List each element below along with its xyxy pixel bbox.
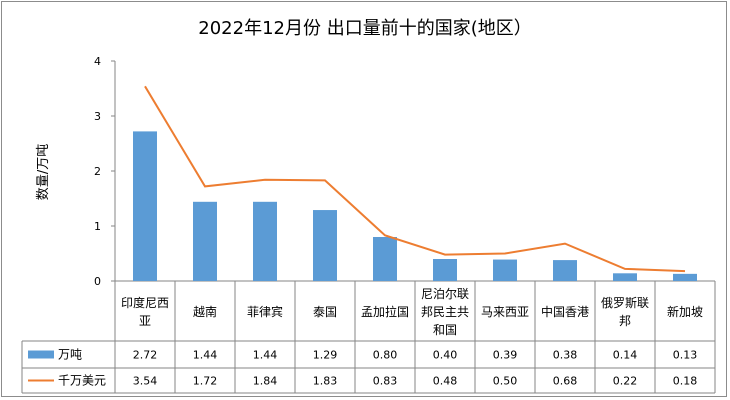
data-table-cell: 0.13 bbox=[673, 349, 698, 362]
bar bbox=[553, 260, 577, 281]
bar bbox=[313, 210, 337, 281]
data-table-cell: 3.54 bbox=[133, 375, 158, 388]
y-tick-label: 4 bbox=[94, 55, 101, 68]
data-table-cell: 2.72 bbox=[133, 349, 158, 362]
data-table-cell: 0.39 bbox=[493, 349, 518, 362]
data-table-cell: 1.44 bbox=[253, 349, 278, 362]
data-table-cell: 1.72 bbox=[193, 375, 218, 388]
y-tick-label: 0 bbox=[94, 275, 101, 288]
bar bbox=[133, 131, 157, 281]
bar bbox=[493, 259, 517, 281]
bar bbox=[673, 273, 697, 281]
category-label: 亚 bbox=[139, 314, 151, 328]
data-table-cell: 0.22 bbox=[613, 375, 638, 388]
legend-label: 万吨 bbox=[58, 348, 82, 362]
category-label: 中国香港 bbox=[541, 304, 589, 319]
data-table-cell: 0.18 bbox=[673, 375, 698, 388]
data-table-cell: 0.68 bbox=[553, 375, 578, 388]
category-label: 马来西亚 bbox=[481, 305, 529, 319]
data-table-cell: 1.83 bbox=[313, 375, 338, 388]
data-table-cell: 1.29 bbox=[313, 349, 338, 362]
y-tick-label: 3 bbox=[94, 110, 101, 123]
category-label: 俄罗斯联 bbox=[601, 296, 649, 310]
data-table-cell: 0.38 bbox=[553, 349, 578, 362]
category-label: 孟加拉国 bbox=[361, 304, 409, 319]
y-tick-label: 1 bbox=[94, 220, 101, 233]
category-label: 越南 bbox=[193, 304, 217, 319]
category-label: 泰国 bbox=[313, 305, 337, 319]
data-table-cell: 0.48 bbox=[433, 375, 458, 388]
data-table-cell: 0.80 bbox=[373, 349, 398, 362]
data-table-cell: 0.83 bbox=[373, 375, 398, 388]
data-table-cell: 1.44 bbox=[193, 349, 218, 362]
category-label: 和国 bbox=[433, 323, 457, 337]
data-table-cell: 0.40 bbox=[433, 349, 458, 362]
data-table-cell: 0.14 bbox=[613, 349, 638, 362]
legend-label: 千万美元 bbox=[58, 374, 106, 388]
bar bbox=[613, 273, 637, 281]
category-label: 邦民主共 bbox=[421, 305, 469, 319]
y-axis-label: 数量/万吨 bbox=[36, 144, 51, 200]
category-label: 邦 bbox=[619, 314, 631, 328]
chart-title: 2022年12月份 出口量前十的国家(地区） bbox=[198, 18, 531, 39]
bar bbox=[433, 259, 457, 281]
category-label: 菲律宾 bbox=[247, 304, 283, 319]
bar bbox=[253, 201, 277, 281]
category-label: 尼泊尔联 bbox=[421, 286, 469, 301]
category-label: 新加坡 bbox=[667, 304, 703, 319]
legend-swatch-bar bbox=[28, 350, 54, 359]
data-table-cell: 0.50 bbox=[493, 375, 518, 388]
data-table-cell: 1.84 bbox=[253, 375, 278, 388]
category-label: 印度尼西 bbox=[121, 295, 169, 310]
line-series bbox=[144, 85, 686, 273]
y-tick-label: 2 bbox=[94, 165, 101, 178]
bar bbox=[373, 237, 397, 281]
bar bbox=[193, 201, 217, 281]
